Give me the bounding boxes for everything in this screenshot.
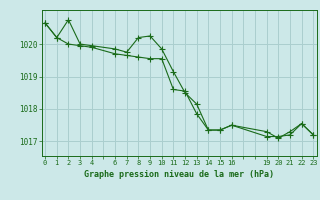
X-axis label: Graphe pression niveau de la mer (hPa): Graphe pression niveau de la mer (hPa) xyxy=(84,170,274,179)
